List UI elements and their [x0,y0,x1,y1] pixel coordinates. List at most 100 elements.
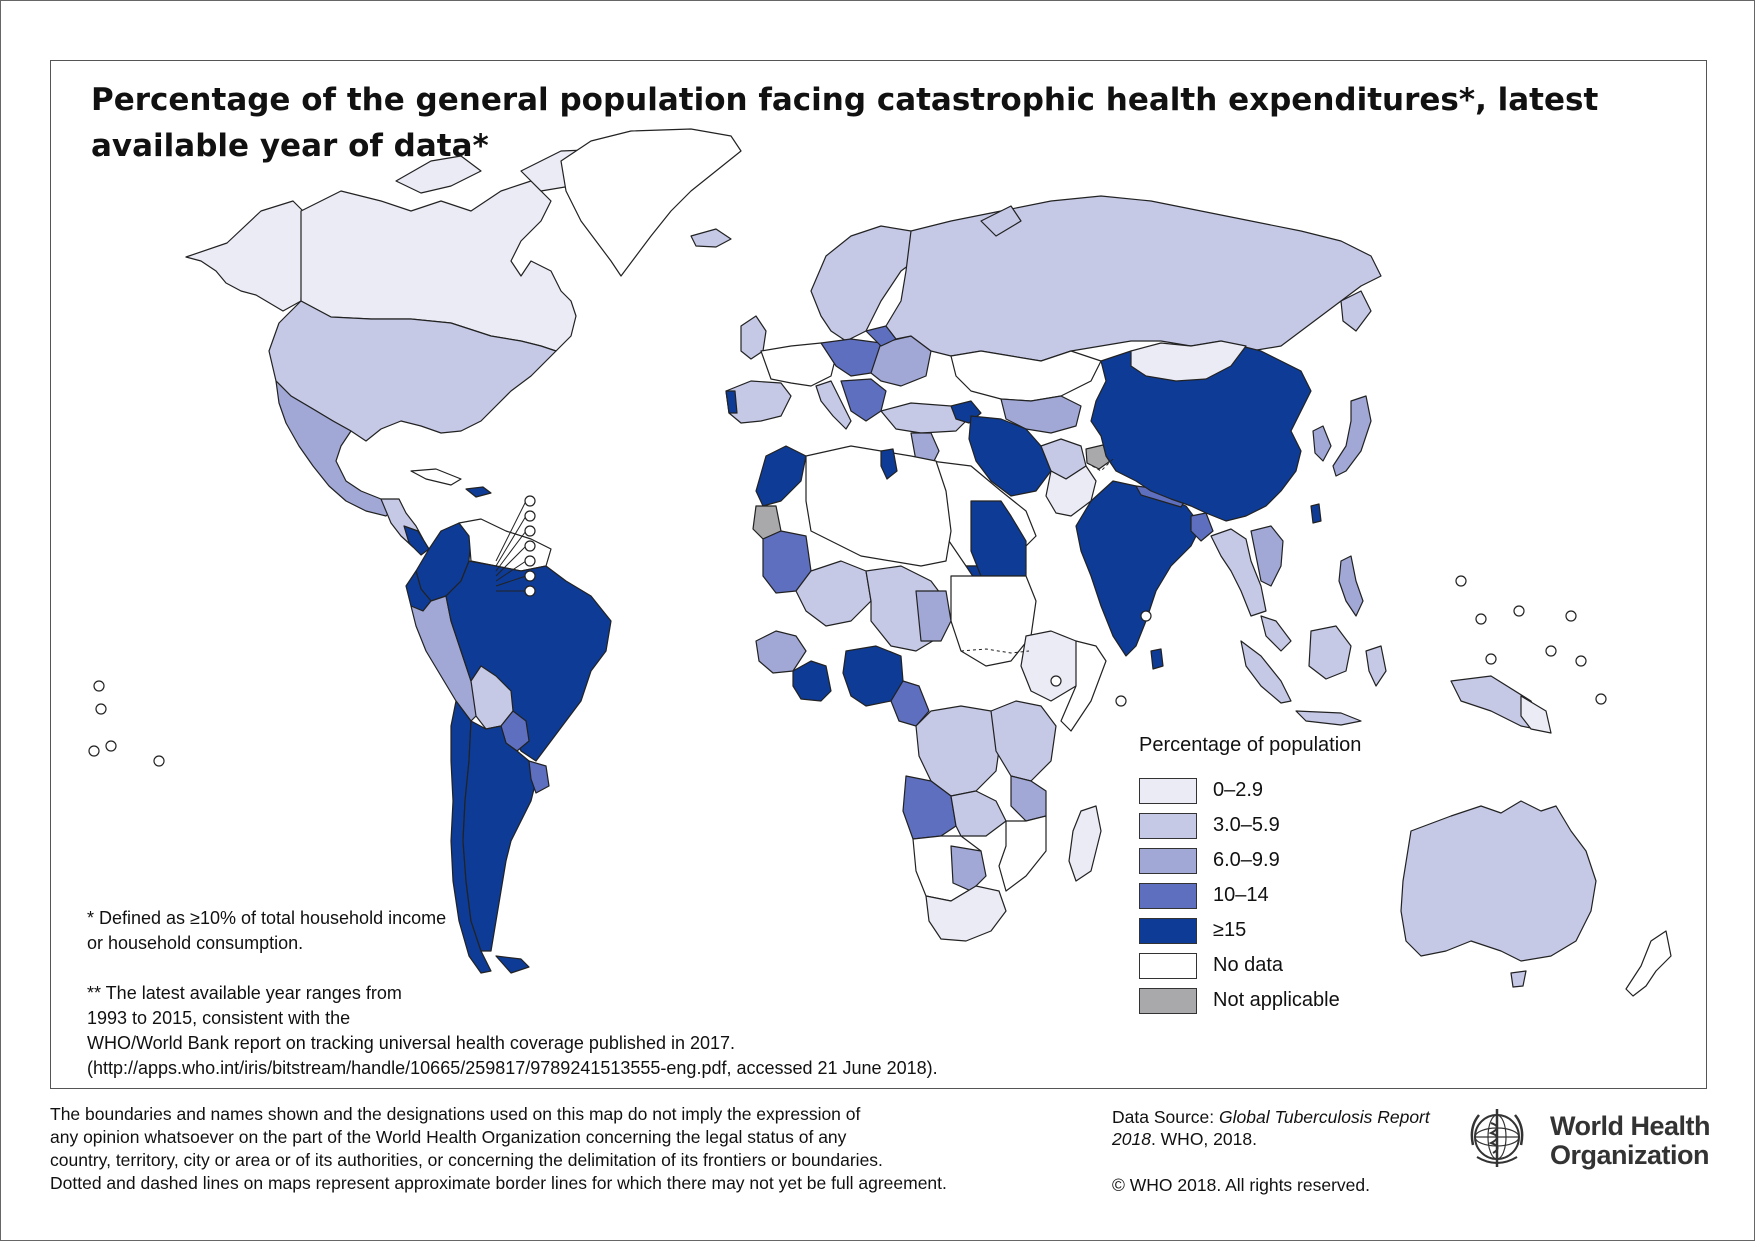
region-central-africa [915,705,1002,797]
region-north-africa [805,445,952,567]
region-new-zealand [1625,930,1672,997]
world-map [88,128,1672,997]
region-tanzania [1010,775,1047,822]
region-sahel-west [795,560,872,627]
legend-item: 0–2.9 [1139,773,1399,808]
region-central-asia [1000,395,1082,434]
region-somalia [1060,640,1107,732]
region-australia [1400,800,1597,962]
region-ghana-cote [792,660,832,702]
legend-swatch [1139,847,1197,874]
region-novaya-zemlya [980,205,1022,237]
region-iceland [690,228,732,248]
region-tunisia [880,448,898,480]
region-sri-lanka [1150,648,1164,670]
region-myanmar-thailand [1210,528,1267,617]
who-name: World Health Organization [1550,1112,1711,1170]
footnote-year-range-line-4: (http://apps.who.int/iris/bitstream/hand… [87,1058,938,1078]
region-south-africa [925,885,1007,942]
region-zambia [950,790,1007,837]
region-egypt [970,500,1027,577]
region-angola [902,775,957,840]
region-mozambique [998,815,1047,892]
disclaimer-line-1: The boundaries and names shown and the d… [50,1104,861,1124]
disclaimer-line-2: any opinion whatsoever on the part of th… [50,1127,847,1147]
region-russia [885,195,1382,362]
region-korea [1312,425,1332,462]
region-panama [403,525,430,556]
region-cuba [410,468,462,486]
legend-title: Percentage of population [1139,734,1362,756]
region-malaysia [1260,615,1292,652]
region-taiwan [1310,503,1322,524]
region-mongolia [1130,340,1247,382]
footnote-year-range: ** The latest available year ranges from… [87,981,1087,1081]
region-botswana [950,845,987,892]
region-sumatra [1240,640,1292,704]
disputed-border-sudan [960,648,1030,654]
region-iran [968,415,1052,497]
region-iberia [725,380,792,424]
region-japan [1332,395,1372,477]
legend-label: 0–2.9 [1213,779,1264,801]
map-title: Percentage of the general population fac… [91,82,1599,164]
who-name-line-2: Organization [1550,1140,1710,1170]
region-kamchatka [1340,290,1372,332]
region-india [1075,480,1202,657]
legend-item: 6.0–9.9 [1139,843,1399,878]
region-western-europe [760,342,837,387]
legend-swatch [1139,812,1197,839]
region-philippines [1338,555,1364,617]
legend-item: Not applicable [1139,983,1399,1018]
legend-item: 3.0–5.9 [1139,808,1399,843]
footnote-year-range-line-1: ** The latest available year ranges from [87,983,402,1003]
disclaimer-line-3: country, territory, city or area or of i… [50,1150,883,1170]
region-java [1295,710,1362,726]
data-source: Data Source: Global Tuberculosis Report … [1112,1106,1442,1150]
footnote-year-range-line-3: WHO/World Bank report on tracking univer… [87,1033,736,1053]
region-turkey [880,402,972,434]
region-hispaniola [465,486,492,498]
caribbean-callout [495,495,536,597]
region-canada-arctic [395,155,482,194]
region-west-coast [755,630,807,674]
legend-label: 6.0–9.9 [1213,849,1280,871]
region-sulawesi [1365,645,1387,687]
legend-swatch [1139,952,1197,979]
legend-item: 10–14 [1139,878,1399,913]
legend-label: 3.0–5.9 [1213,814,1280,836]
legend-label: 10–14 [1213,884,1269,906]
region-alaska [185,200,304,312]
legend-swatch [1139,917,1197,944]
region-bangladesh [1190,512,1214,542]
footnote-year-range-line-2: 1993 to 2015, consistent with the [87,1008,351,1028]
copyright: © WHO 2018. All rights reserved. [1112,1175,1370,1195]
region-uruguay [528,760,550,794]
region-east-africa [990,700,1057,782]
legend-item: No data [1139,948,1399,983]
small-islands [88,575,1607,767]
region-chad-east [915,590,952,642]
region-borneo [1308,625,1352,680]
region-tasmania [1510,970,1527,988]
region-morocco [755,445,807,507]
region-kazakhstan [950,350,1102,402]
legend-item: ≥15 [1139,913,1399,948]
legend-label: Not applicable [1213,989,1340,1011]
legend-label: ≥15 [1213,919,1247,941]
region-cameroon [890,680,930,727]
legend-swatch [1139,987,1197,1014]
source-suffix: . WHO, 2018. [1150,1129,1257,1149]
region-sudan [950,575,1037,667]
source-prefix: Data Source: [1112,1107,1219,1127]
legend-swatch [1139,777,1197,804]
region-png [1520,695,1552,734]
region-scandinavia [810,225,922,342]
region-tierra-del-fuego [495,955,530,974]
region-indochina [1250,525,1284,587]
map-panel: Percentage of the general population fac… [50,60,1707,1089]
region-argentina [462,720,537,952]
source-publication: Global Tuberculosis Report 2018 [1112,1107,1430,1149]
region-italy [815,380,852,430]
legend-swatch [1139,882,1197,909]
